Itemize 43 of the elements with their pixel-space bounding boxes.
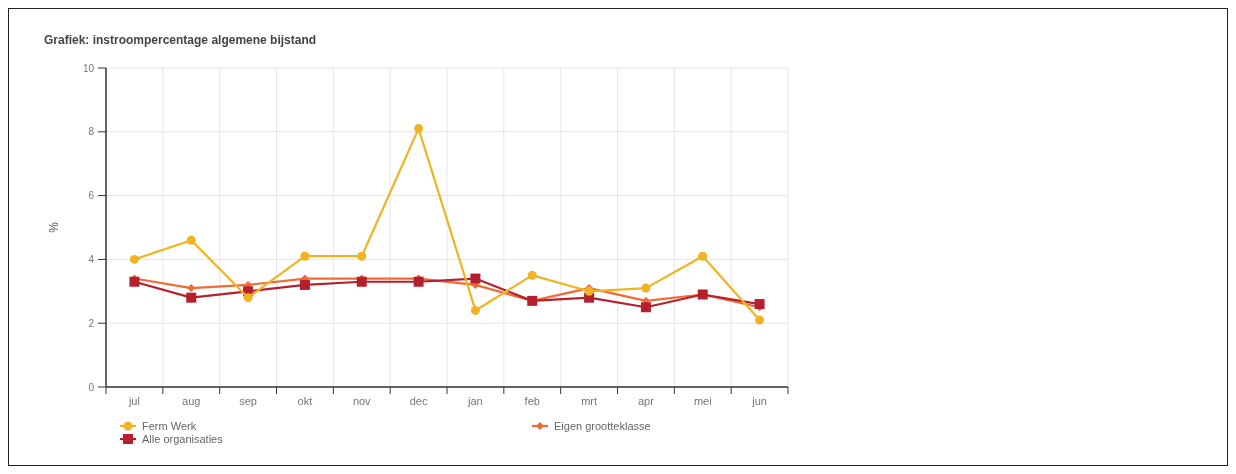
point [129, 254, 139, 264]
legend-label: Ferm Werk [142, 419, 197, 432]
point [470, 305, 480, 315]
y-tick-label: 0 [88, 381, 95, 393]
x-tick-label: jan [467, 395, 483, 407]
x-tick-label: nov [352, 395, 372, 407]
point [640, 302, 651, 313]
x-tick-label: sep [239, 395, 257, 407]
point [299, 279, 310, 290]
x-tick-label: jun [751, 395, 767, 407]
y-tick-label: 2 [88, 317, 95, 329]
point [129, 276, 140, 287]
x-tick-label: feb [524, 395, 540, 407]
point [755, 315, 765, 325]
point [698, 251, 708, 261]
point [356, 276, 367, 287]
point [186, 292, 197, 303]
point [470, 273, 481, 284]
x-tick-label: apr [637, 395, 655, 407]
chart-title: Grafiek: instroompercentage algemene bijstand [44, 33, 317, 47]
x-tick-label: mei [693, 395, 712, 407]
point [243, 293, 253, 303]
x-tick-label: okt [297, 395, 313, 407]
point [186, 235, 196, 245]
point [187, 284, 196, 293]
point [527, 270, 537, 280]
x-tick-label: jul [127, 395, 140, 407]
point [754, 299, 765, 310]
y-tick-label: 8 [88, 126, 95, 138]
y-tick-label: 6 [88, 190, 95, 202]
y-tick-label: 10 [82, 62, 95, 74]
point [300, 251, 310, 261]
x-tick-label: mrt [581, 395, 598, 407]
legend-label: Eigen grootteklasse [554, 419, 651, 432]
y-tick-label: 4 [88, 253, 95, 265]
y-axis-title: % [47, 221, 61, 233]
point [414, 124, 424, 134]
point [641, 283, 651, 293]
x-tick-label: aug [182, 395, 201, 407]
legend-label: Alle organisaties [142, 432, 224, 445]
point [357, 251, 367, 261]
x-tick-label: dec [409, 395, 428, 407]
point [413, 276, 424, 287]
